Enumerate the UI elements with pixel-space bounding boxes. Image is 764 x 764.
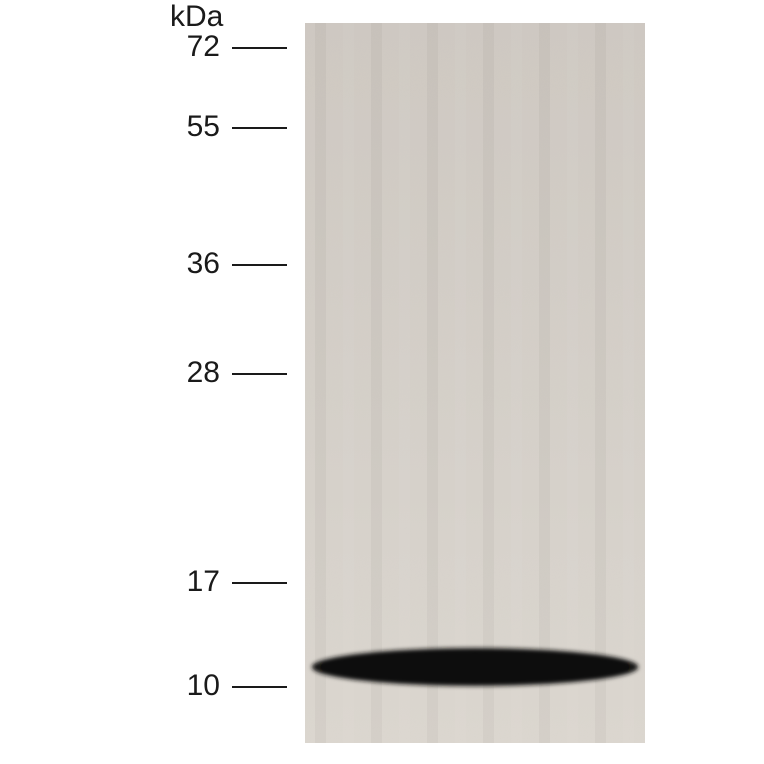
axis-title-kda: kDa [170, 0, 223, 34]
ladder-tick-36 [232, 264, 287, 266]
ladder-tick-55 [232, 127, 287, 129]
western-blot-figure: kDa 72 55 36 28 17 10 [0, 0, 764, 764]
ladder-tick-28 [232, 373, 287, 375]
ladder-label-72: 72 [150, 30, 220, 64]
lane-background [305, 23, 645, 743]
ladder-label-36: 36 [150, 247, 220, 281]
ladder-tick-10 [232, 686, 287, 688]
ladder-tick-17 [232, 582, 287, 584]
ladder-label-28: 28 [150, 356, 220, 390]
ladder-label-17: 17 [150, 565, 220, 599]
lane-background-rect [305, 23, 645, 743]
ladder-tick-72 [232, 47, 287, 49]
blot-lane [305, 23, 645, 743]
ladder-label-10: 10 [150, 669, 220, 703]
ladder-label-55: 55 [150, 110, 220, 144]
protein-band [312, 648, 638, 686]
